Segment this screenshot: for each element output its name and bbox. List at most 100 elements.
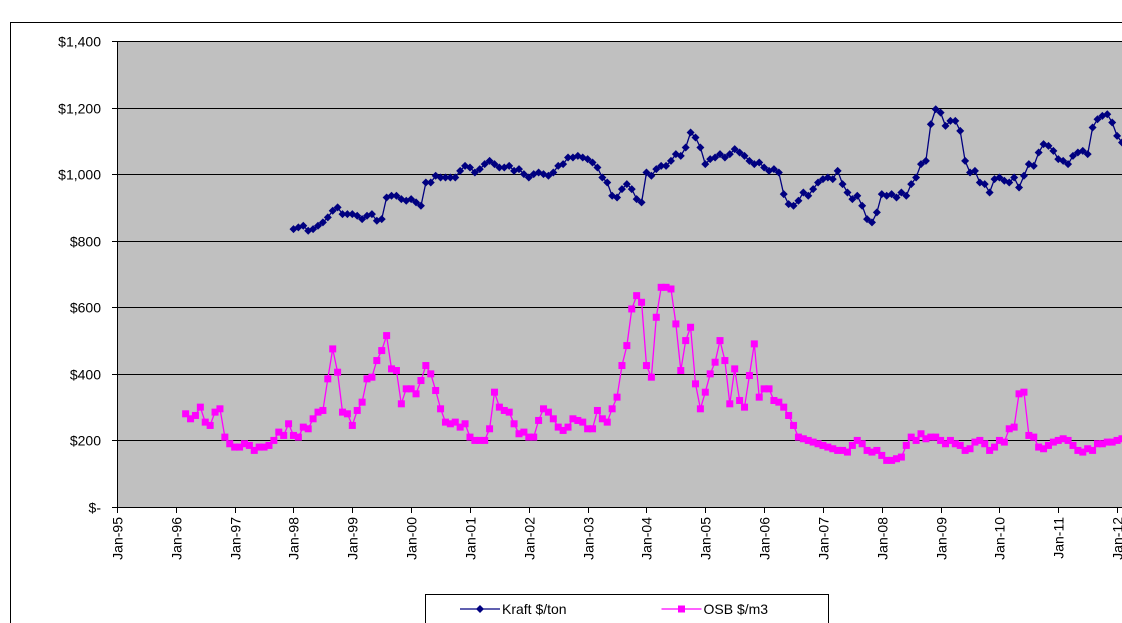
data-point	[838, 180, 847, 189]
data-point	[980, 180, 989, 189]
data-point	[338, 210, 347, 219]
data-point	[804, 436, 812, 444]
data-point	[1059, 435, 1067, 443]
data-point	[554, 423, 562, 431]
data-point	[1113, 131, 1122, 140]
data-point	[456, 423, 464, 431]
data-point	[834, 446, 842, 454]
x-tick-label: Jan-10	[992, 517, 1008, 560]
data-point	[520, 428, 528, 436]
x-tick-label: Jan-95	[110, 517, 126, 560]
data-point	[1049, 146, 1058, 155]
data-point	[574, 416, 582, 424]
data-point	[622, 180, 631, 189]
data-point	[465, 163, 474, 172]
data-point	[206, 421, 214, 429]
data-point	[231, 443, 239, 451]
data-point	[638, 298, 646, 306]
data-point	[579, 418, 587, 426]
data-point	[412, 390, 420, 398]
data-point	[970, 166, 979, 175]
data-point	[407, 385, 415, 393]
data-point	[343, 210, 352, 219]
data-point	[794, 196, 803, 205]
data-point	[731, 365, 739, 373]
data-point	[451, 418, 459, 426]
data-point	[593, 163, 602, 172]
data-point	[260, 443, 268, 451]
data-point	[926, 120, 935, 129]
data-point	[608, 405, 616, 413]
data-point	[755, 158, 764, 167]
x-tick-label: Jan-06	[757, 517, 773, 560]
data-point	[1010, 423, 1018, 431]
data-point	[720, 153, 729, 162]
data-point	[627, 185, 636, 194]
data-point	[519, 170, 528, 179]
data-point	[559, 160, 568, 169]
data-point	[471, 436, 479, 444]
data-point	[603, 178, 612, 187]
data-point	[716, 150, 724, 159]
data-point	[853, 436, 861, 444]
data-point	[642, 168, 651, 177]
data-point	[1019, 171, 1028, 180]
data-point	[1089, 446, 1097, 454]
data-point	[657, 283, 665, 291]
data-point	[377, 215, 386, 224]
x-tick-label: Jan-09	[934, 517, 950, 560]
data-point	[495, 163, 504, 172]
data-point	[451, 173, 460, 182]
data-point	[240, 440, 248, 448]
data-point	[294, 433, 302, 441]
data-point	[1010, 173, 1019, 182]
data-point	[1069, 441, 1077, 449]
data-point	[986, 446, 994, 454]
data-point	[182, 410, 190, 418]
data-point	[995, 436, 1003, 444]
data-point	[760, 163, 769, 172]
data-point	[1118, 435, 1122, 443]
data-point	[701, 388, 709, 396]
data-point	[843, 448, 851, 456]
data-point	[559, 426, 567, 434]
data-point	[769, 165, 778, 174]
plot-area	[117, 41, 1122, 507]
data-point	[456, 166, 465, 175]
data-point	[672, 320, 680, 328]
data-point	[961, 156, 970, 165]
data-point	[921, 156, 930, 165]
data-point	[711, 358, 719, 366]
data-point	[956, 441, 964, 449]
data-point	[201, 418, 209, 426]
data-point	[427, 370, 435, 378]
x-tick-label: Jan-96	[169, 517, 185, 560]
data-point	[299, 423, 307, 431]
data-point	[329, 345, 337, 353]
data-point	[1098, 440, 1106, 448]
data-point	[858, 201, 867, 210]
data-point	[505, 161, 514, 170]
data-point	[912, 173, 921, 182]
legend-label: OSB $/m3	[704, 601, 769, 617]
data-point	[824, 443, 832, 451]
data-point	[1054, 436, 1062, 444]
x-tick-label: Jan-12	[1110, 517, 1122, 560]
data-point	[652, 313, 660, 321]
data-point	[814, 440, 822, 448]
data-point	[1108, 118, 1117, 127]
data-point	[667, 285, 675, 293]
data-point	[696, 143, 705, 152]
data-point	[285, 420, 293, 428]
data-point	[897, 453, 905, 461]
data-point	[819, 441, 827, 449]
data-point	[333, 203, 342, 212]
data-point	[339, 408, 347, 416]
data-point	[745, 372, 753, 380]
data-point	[1074, 446, 1082, 454]
data-point	[833, 166, 842, 175]
data-point	[588, 158, 597, 167]
data-point	[314, 221, 322, 230]
data-point	[1079, 448, 1087, 456]
data-point	[480, 160, 489, 169]
